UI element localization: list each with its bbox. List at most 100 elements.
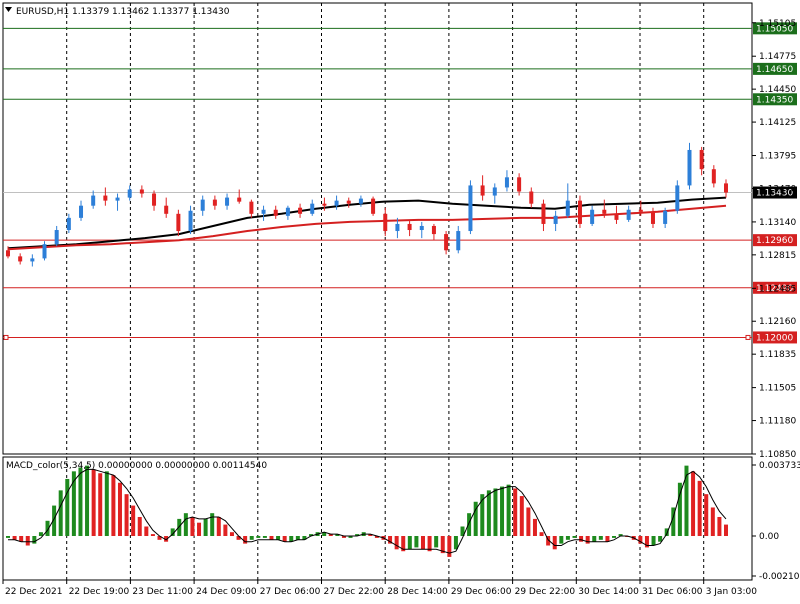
candle-body [152,193,157,206]
macd-bar [269,536,274,540]
macd-y-tick-label: 0.0037336 [759,461,800,471]
price-level-tag-label: 1.14650 [756,65,793,75]
candle [212,195,217,210]
macd-bar [394,536,399,550]
candle [529,187,534,208]
price-level-tag-label: 1.14350 [756,95,793,105]
candle [273,205,278,219]
y-tick-label: 1.10850 [759,450,796,460]
candle [225,193,230,210]
candle-body [553,215,558,224]
macd-bar [183,513,188,537]
macd-bar [420,536,425,550]
candle [650,207,655,228]
macd-bar [368,534,373,537]
macd-y-tick-label: -0.002103 [759,572,800,582]
macd-bar [71,471,76,537]
candle-body [285,207,290,216]
macd-bar [256,536,261,538]
y-tick-label: 1.14775 [759,52,796,62]
price-level-tag [753,234,797,247]
macd-bar [651,536,656,546]
x-tick-label: 3 Jan 03:00 [706,587,758,597]
x-tick-label: 24 Dec 09:00 [196,587,257,597]
level-anchor-handle[interactable] [745,334,751,340]
candle [334,195,339,210]
macd-bar [572,536,577,538]
y-tick-label: 1.12815 [759,251,796,261]
candle-body [54,230,59,245]
candle-body [115,197,120,201]
macd-bar [328,534,333,537]
x-tick-label: 22 Dec 19:00 [69,587,130,597]
price-panel-frame [2,2,753,455]
macd-bar [440,536,445,554]
macd-bar [539,532,544,537]
horizontal-levels[interactable]: 1.15050 1.14650 1.14350 1.12960 1.12490 1.120… [3,22,797,344]
price-level-tag-label: 1.12960 [756,236,793,246]
price-level-tag-label: 1.12000 [756,333,793,343]
macd-bar [447,536,452,557]
candle-body [127,189,132,198]
candle [54,225,59,247]
candle-body [590,209,595,224]
candle-body [346,200,351,204]
macd-bar [691,471,696,537]
macd-bar [500,486,505,537]
macd-bar [177,518,182,537]
macd-bar [295,536,300,540]
macd-bar [473,501,478,537]
macd-bar [157,536,162,540]
candle-body [91,195,96,206]
macd-bar [579,536,584,542]
candle [371,196,376,216]
macd-histogram [6,465,728,557]
candle-body [419,225,424,231]
macd-bar [335,534,340,537]
macd-bar [724,524,728,537]
macd-bar [52,505,57,537]
macd-bar [355,534,360,537]
candle-body [30,258,35,262]
candle [492,183,497,204]
candle [115,193,120,211]
candle [699,146,704,176]
candle-body [79,205,84,218]
candle [237,189,242,204]
current-price-tag-label: 1.13430 [756,189,793,199]
macd-bar [341,536,346,538]
candle-body [395,223,400,232]
candle-body [139,189,144,194]
candle-body [687,149,692,186]
price-axis: 1.15105 1.14775 1.14450 1.14125 1.13795 1.134… [752,19,800,582]
candle [614,205,619,224]
macd-bar [65,478,70,537]
y-tick-label: 1.13140 [759,218,796,228]
macd-bar [618,534,623,537]
macd-bar [289,536,294,542]
candle [298,203,303,218]
macd-bar [717,516,722,537]
macd-bar [486,490,491,537]
candle [504,170,509,192]
macd-bar [710,507,715,537]
candle-body [261,209,266,214]
macd-bar [434,536,439,548]
level-anchor-handle[interactable] [3,334,9,340]
candle-body [334,200,339,206]
candles [6,142,728,267]
price-level-tag [753,62,797,75]
candle [261,205,266,221]
candle [577,195,582,228]
current-price-tag [753,186,797,199]
time-axis: 22 Dec 2021 22 Dec 19:00 23 Dec 11:00 24 De… [2,580,758,597]
y-tick-label: 1.13470 [759,184,796,194]
candle-body [517,177,522,192]
macd-bar [658,536,663,542]
macd-bar [38,532,43,537]
macd-bar [203,518,208,537]
candle [553,210,558,232]
macd-bar [519,496,524,537]
